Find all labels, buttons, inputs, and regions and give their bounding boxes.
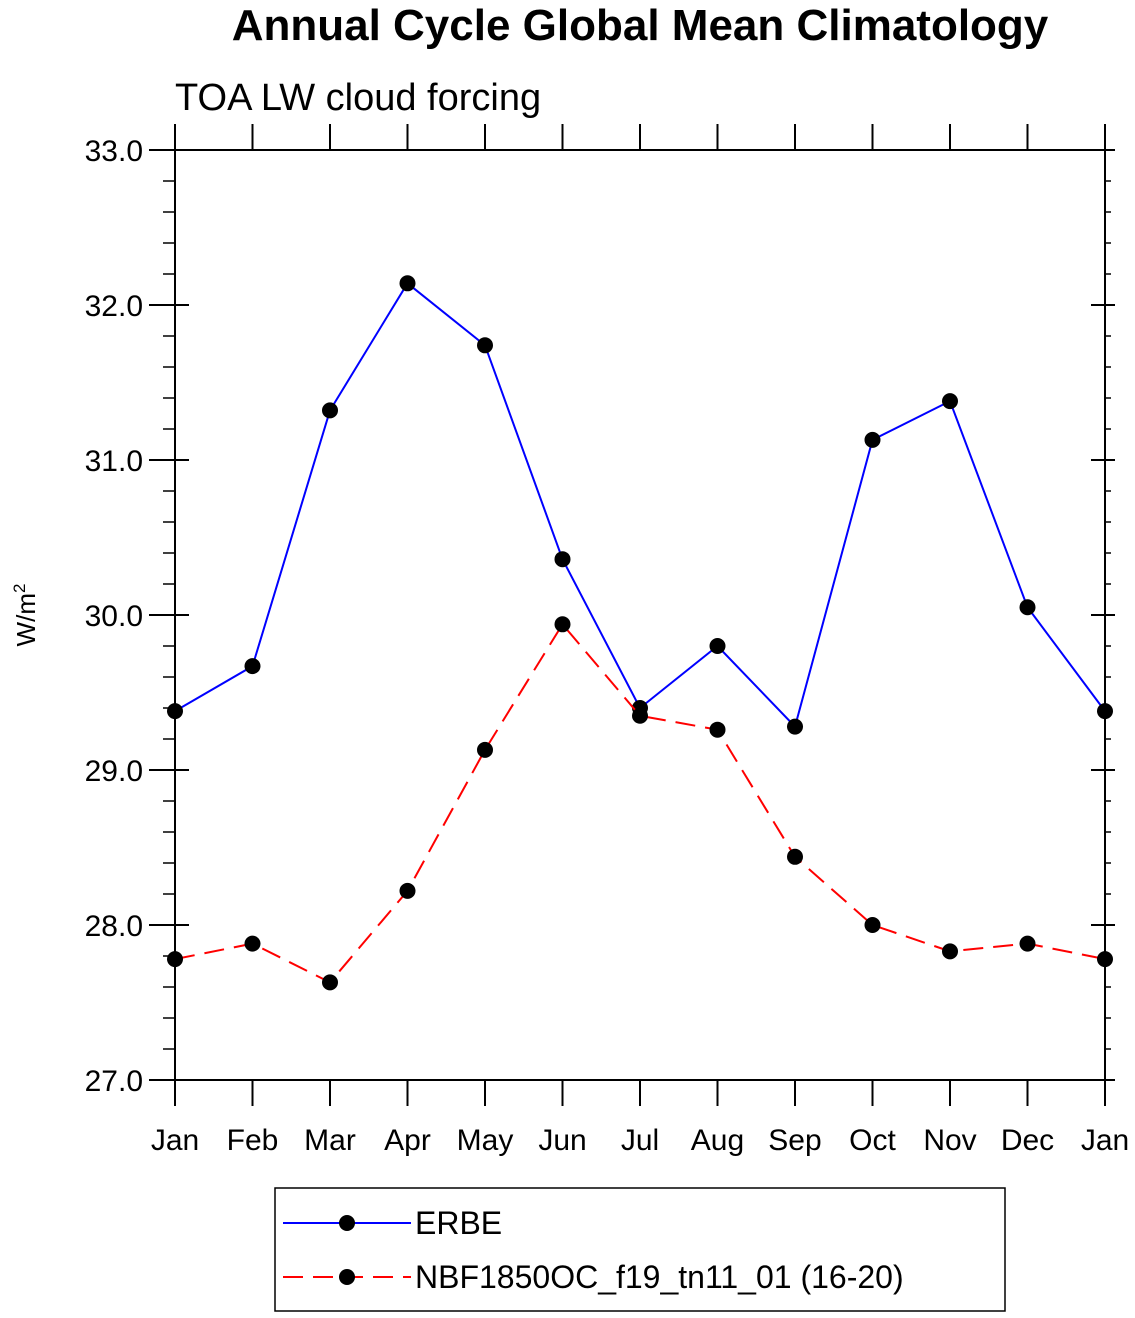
x-tick-label: Feb [227,1124,279,1157]
y-axis-label-superscript: 2 [10,584,29,593]
series-1-point [1019,935,1036,952]
x-tick-label: Oct [849,1124,896,1157]
y-axis-label: W/m2 [10,584,41,647]
series-1-point [477,741,493,758]
series-line-1 [174,622,1106,984]
x-tick-label: Jan [1081,1124,1129,1157]
y-tick-label: 29.0 [85,755,143,788]
series-0-point [477,337,493,354]
series-1-point [709,721,726,738]
series-0-point [554,551,571,568]
series-0-point [864,431,881,448]
x-tick-label: Mar [304,1124,356,1157]
legend: ERBE NBF1850OC_f19_tn11_01 (16-20) [274,1187,1006,1312]
series-0-point [399,275,416,292]
y-tick-label: 27.0 [85,1065,143,1098]
plot-area: 27.0 28.0 29.0 30.0 31.0 32.0 33.0 Jan Feb Mar Apr… [10,124,1129,1157]
series-1-point [632,707,648,724]
series-1-point [167,951,183,968]
legend-label-0: ERBE [415,1205,502,1241]
y-tick-label: 33.0 [85,135,143,168]
x-tick-label: Jul [621,1124,659,1157]
legend-marker-1 [339,1269,355,1285]
series-0-point [787,718,803,735]
y-tick-label: 32.0 [85,290,143,323]
x-tick-label: Nov [923,1124,976,1157]
series-1-point [1097,951,1113,968]
y-axis-label-unit: W/m [11,593,41,646]
x-tick-label: Sep [768,1124,821,1157]
series-0-point [709,638,726,654]
x-tick-label: Apr [384,1124,431,1157]
y-tick-label: 28.0 [85,910,143,943]
series-1-point [322,974,338,991]
series-1-point [942,943,958,960]
series-1-point [244,935,261,952]
y-tick-label: 30.0 [85,600,143,633]
x-tick-label: May [457,1124,514,1157]
chart-title: Annual Cycle Global Mean Climatology [232,1,1049,50]
series-1-point [864,917,881,933]
series-0-point [167,703,183,720]
series-1-point [399,882,416,899]
legend-label-1: NBF1850OC_f19_tn11_01 (16-20) [415,1259,904,1295]
x-tick-label: Aug [691,1124,744,1157]
series-1-point [554,616,571,633]
legend-marker-0 [339,1215,355,1231]
x-tick-label: Dec [1001,1124,1054,1157]
series-0-point [1097,703,1113,720]
plot-frame [174,149,1106,1081]
series-0-point [322,402,338,419]
y-tick-label: 31.0 [85,445,143,478]
x-tick-label: Jun [538,1124,586,1157]
series-0-point [1019,599,1036,616]
series-1-point [787,848,803,865]
chart-subtitle: TOA LW cloud forcing [175,77,541,119]
legend-box [274,1187,1006,1312]
series-line-0 [174,281,1106,729]
x-tick-label: Jan [151,1124,199,1157]
series-0-point [942,393,958,410]
series-0-point [244,658,261,675]
